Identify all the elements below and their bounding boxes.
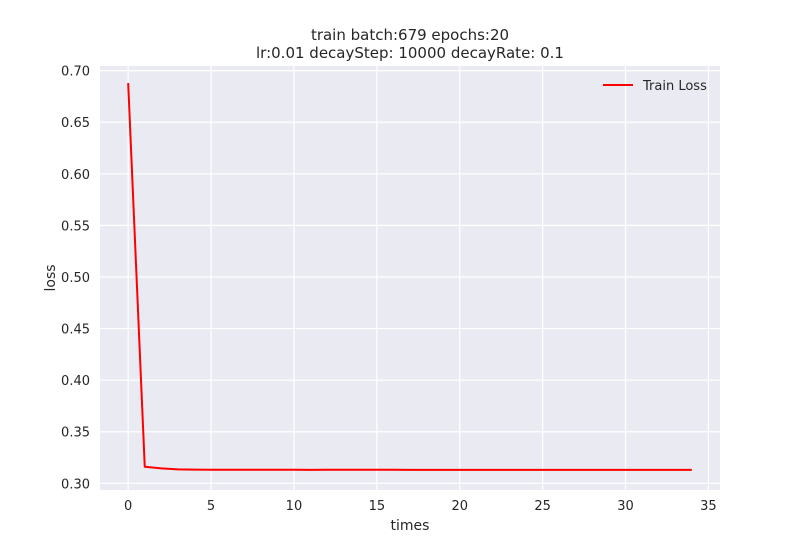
y-tick-label: 0.70	[61, 65, 90, 80]
x-tick-label: 30	[617, 499, 634, 514]
y-tick-label: 0.60	[61, 168, 90, 183]
chart-subtitle: lr:0.01 decayStep: 10000 decayRate: 0.1	[256, 44, 564, 62]
x-axis-label: times	[391, 518, 430, 534]
series-line-train-loss	[127, 82, 692, 471]
plot-area	[100, 66, 720, 490]
x-tick-label: 20	[451, 499, 468, 514]
x-tick-label: 15	[369, 499, 386, 514]
series-layer	[127, 82, 692, 471]
y-tick-label: 0.65	[61, 116, 90, 131]
x-tick-label: 0	[124, 499, 132, 514]
y-tick-label: 0.45	[61, 323, 90, 338]
legend-label-train-loss: Train Loss	[642, 79, 707, 94]
y-tick-label: 0.40	[61, 374, 90, 389]
x-tick-label: 5	[207, 499, 215, 514]
x-tick-label: 35	[700, 499, 717, 514]
legend: Train Loss	[603, 79, 707, 94]
x-tick-label: 10	[286, 499, 303, 514]
y-axis-ticks: 0.30 0.35 0.40 0.45 0.50 0.55 0.60 0.65 0.70	[61, 65, 90, 493]
y-axis-label: loss	[43, 264, 59, 291]
y-tick-label: 0.50	[61, 271, 90, 286]
y-tick-label: 0.35	[61, 426, 90, 441]
y-tick-label: 0.55	[61, 219, 90, 234]
y-tick-label: 0.30	[61, 477, 90, 492]
grid-lines	[100, 66, 720, 490]
x-tick-label: 25	[534, 499, 551, 514]
chart-title: train batch:679 epochs:20	[311, 26, 509, 44]
x-axis-ticks: 0 5 10 15 20 25 30 35	[124, 499, 717, 514]
